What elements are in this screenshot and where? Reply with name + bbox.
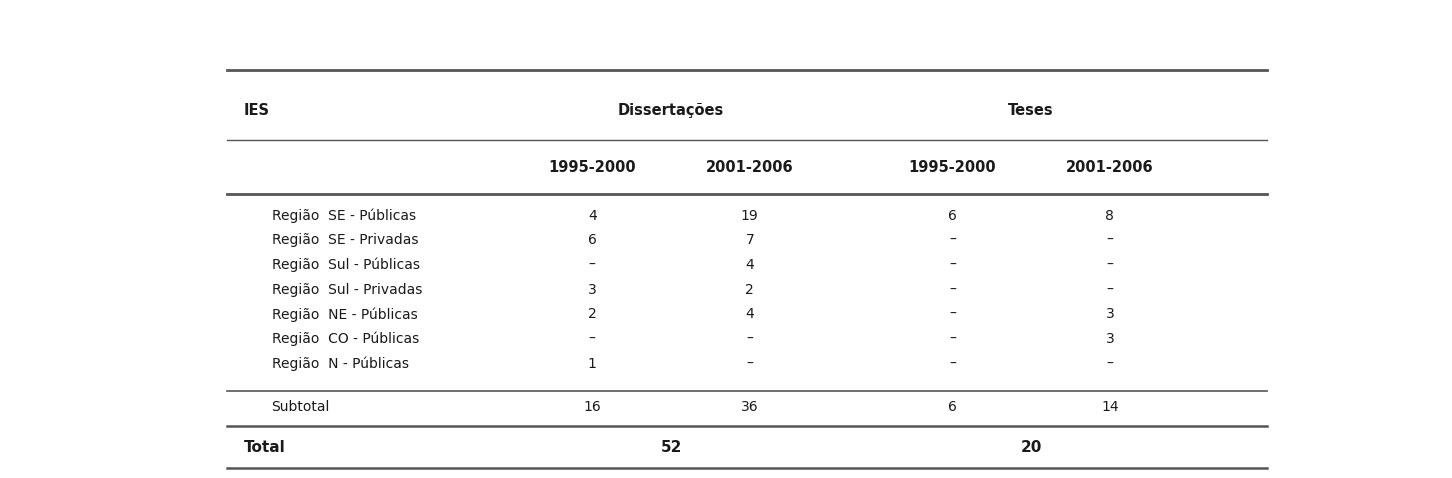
Text: Região  NE - Públicas: Região NE - Públicas <box>272 307 417 322</box>
Text: 1995-2000: 1995-2000 <box>909 160 996 175</box>
Text: –: – <box>590 258 595 272</box>
Text: Região  SE - Privadas: Região SE - Privadas <box>272 233 418 247</box>
Text: Total: Total <box>244 440 285 456</box>
Text: Teses: Teses <box>1008 103 1054 118</box>
Text: –: – <box>950 332 955 346</box>
Text: 6: 6 <box>948 401 957 414</box>
Text: Região  CO - Públicas: Região CO - Públicas <box>272 332 418 346</box>
Text: –: – <box>1106 258 1114 272</box>
Text: 3: 3 <box>1105 307 1114 321</box>
Text: 6: 6 <box>588 233 597 247</box>
Text: Região  N - Públicas: Região N - Públicas <box>272 356 408 371</box>
Text: –: – <box>950 282 955 297</box>
Text: 4: 4 <box>588 208 597 223</box>
Text: 8: 8 <box>1105 208 1114 223</box>
Text: 3: 3 <box>1105 332 1114 346</box>
Text: Subtotal: Subtotal <box>272 401 330 414</box>
Text: Região  Sul - Públicas: Região Sul - Públicas <box>272 258 420 272</box>
Text: –: – <box>746 332 754 346</box>
Text: 2: 2 <box>588 307 597 321</box>
Text: 2001-2006: 2001-2006 <box>706 160 794 175</box>
Text: –: – <box>950 258 955 272</box>
Text: Região  Sul - Privadas: Região Sul - Privadas <box>272 282 423 297</box>
Text: IES: IES <box>244 103 270 118</box>
Text: 6: 6 <box>948 208 957 223</box>
Text: 14: 14 <box>1101 401 1118 414</box>
Text: –: – <box>1106 282 1114 297</box>
Text: –: – <box>1106 233 1114 247</box>
Text: –: – <box>950 233 955 247</box>
Text: 3: 3 <box>588 282 597 297</box>
Text: 52: 52 <box>661 440 681 456</box>
Text: 36: 36 <box>741 401 758 414</box>
Text: 2001-2006: 2001-2006 <box>1066 160 1154 175</box>
Text: –: – <box>590 332 595 346</box>
Text: 4: 4 <box>745 307 754 321</box>
Text: 20: 20 <box>1021 440 1041 456</box>
Text: –: – <box>950 307 955 321</box>
Text: 16: 16 <box>584 401 601 414</box>
Text: –: – <box>1106 357 1114 370</box>
Text: 7: 7 <box>745 233 754 247</box>
Text: Região  SE - Públicas: Região SE - Públicas <box>272 208 415 223</box>
Text: 1995-2000: 1995-2000 <box>549 160 636 175</box>
Text: 4: 4 <box>745 258 754 272</box>
Text: 19: 19 <box>741 208 758 223</box>
Text: Dissertações: Dissertações <box>619 103 725 118</box>
Text: 1: 1 <box>588 357 597 370</box>
Text: 2: 2 <box>745 282 754 297</box>
Text: –: – <box>746 357 754 370</box>
Text: –: – <box>950 357 955 370</box>
